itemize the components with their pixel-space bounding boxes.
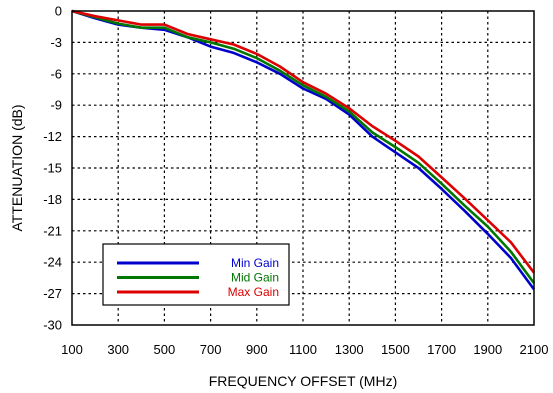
x-tick-label: 100 xyxy=(61,342,83,357)
y-tick-labels: 0 -3 -6 -9 -12 -15 -18 -21 -24 -27 -30 xyxy=(43,4,62,333)
y-tick-label: -30 xyxy=(43,318,62,333)
series-line-max-gain xyxy=(71,9,536,274)
legend-label: Max Gain xyxy=(228,285,279,299)
y-tick-label: -9 xyxy=(50,98,62,113)
x-tick-labels: 100 300 500 700 900 1100 1300 1500 1700 1900 2100 xyxy=(61,342,548,357)
x-tick-label: 1500 xyxy=(381,342,410,357)
data-series xyxy=(71,9,536,291)
x-axis-label: FREQUENCY OFFSET (MHz) xyxy=(209,373,398,389)
legend-label: Mid Gain xyxy=(231,271,279,285)
y-axis-label: ATTENUATION (dB) xyxy=(9,104,25,231)
x-tick-label: 1100 xyxy=(289,342,317,357)
y-tick-label: -3 xyxy=(50,35,62,50)
x-tick-label: 900 xyxy=(246,342,268,357)
x-tick-label: 500 xyxy=(154,342,176,357)
x-tick-label: 1300 xyxy=(335,342,364,357)
y-tick-label: -15 xyxy=(43,161,62,176)
y-tick-label: 0 xyxy=(55,4,62,19)
x-tick-label: 300 xyxy=(107,342,129,357)
y-tick-label: -27 xyxy=(43,286,62,301)
x-tick-label: 1700 xyxy=(427,342,456,357)
x-tick-label: 1900 xyxy=(473,342,502,357)
y-tick-label: -12 xyxy=(43,129,62,144)
plot-frame xyxy=(71,10,535,326)
legend-label: Min Gain xyxy=(231,256,279,270)
series-line-mid-gain xyxy=(71,9,536,284)
y-tick-label: -6 xyxy=(50,66,62,81)
x-tick-label: 700 xyxy=(200,342,222,357)
y-tick-label: -18 xyxy=(43,192,62,207)
legend-box xyxy=(102,243,290,306)
x-tick-label: 2100 xyxy=(520,342,549,357)
grid-lines xyxy=(72,11,534,325)
y-tick-label: -24 xyxy=(43,255,62,270)
y-tick-label: -21 xyxy=(43,223,62,238)
